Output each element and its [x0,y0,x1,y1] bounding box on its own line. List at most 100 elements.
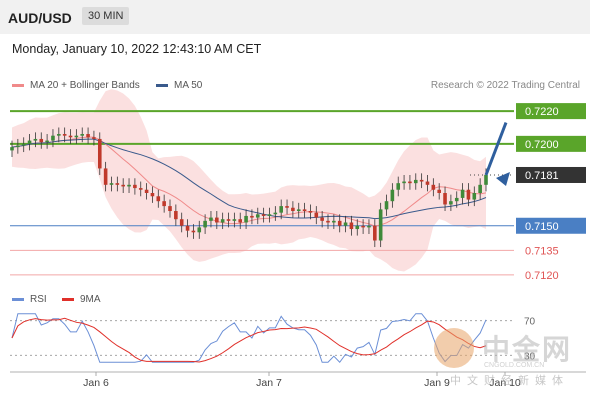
level-label-3: 0.7150 [525,221,559,233]
candle-body [162,201,166,207]
level-label-4: 0.7135 [525,245,559,257]
candle-body [378,209,383,241]
candle-body [86,134,90,138]
rsi-label: RSI [30,294,47,305]
level-box-2 [516,166,586,183]
credit-label: Research © 2022 Trading Central [430,80,580,91]
candle-body [27,140,32,144]
candle-body [478,184,482,193]
candle-body [255,214,260,218]
candle-body [413,179,418,184]
symbol-label: AUD/USD [8,10,72,26]
candle-body [179,219,184,226]
legend-9ma: 9MA [62,294,101,305]
ma20-line [11,136,487,227]
candle-body [33,138,38,141]
candle-body [337,220,342,226]
candle-body [156,196,161,202]
rsi-label-30: 30 [524,351,536,362]
candle-body [197,227,202,233]
candle-body [396,183,401,190]
candle-body [355,225,360,230]
timestamp-label: Monday, January 10, 2022 12:43:10 AM CET [12,42,262,56]
candle-body [314,212,319,218]
legend-ma20: MA 20 + Bollinger Bands [12,80,140,91]
level-label-1: 0.7200 [525,139,559,151]
candle-body [291,207,295,212]
candle-body [384,201,389,210]
level-label-2: 0.7181 [525,170,559,182]
rsi-label-70: 70 [524,317,536,328]
ma50-swatch [156,83,168,87]
candle-body [127,184,131,187]
level-box-3 [516,217,586,234]
rsi-ma9-line [11,317,487,363]
candle-body [10,147,14,151]
rsi-line [11,313,487,364]
candle-body [343,222,348,226]
ma50-line [11,138,487,220]
ma20-label: MA 20 + Bollinger Bands [30,80,140,91]
candle-body [449,201,453,205]
level-box-1 [516,135,586,152]
candle-body [361,225,365,228]
candle-body [267,214,272,216]
candle-body [244,215,248,223]
candle-body [80,134,85,136]
candle-body [215,217,219,223]
candle-body [39,138,44,143]
candle-body [203,220,207,228]
candle-body [296,209,301,212]
candle-body [373,225,377,241]
ma50-label: MA 50 [174,80,203,91]
candle-body [21,143,26,146]
ma9-label: 9MA [80,294,101,305]
candle-body [250,215,254,218]
projection-arrow-head [496,172,510,186]
candle-body [74,135,79,138]
watermark: 中金网 CNGOLD.COM.CN 中文财经新媒体 [430,326,580,387]
candle-body [209,217,213,221]
candle-body [174,211,178,220]
candle-body [349,222,354,230]
candle-body [238,219,243,223]
candle-body [320,217,324,221]
watermark-logo-icon [434,328,474,368]
level-label-5: 0.7120 [525,270,559,282]
watermark-url: CNGOLD.COM.CN [484,362,545,369]
candle-body [185,225,190,231]
candle-body [168,206,172,212]
candle-body [285,206,289,208]
candle-body [431,184,436,190]
candle-body [460,189,465,198]
candle-body [62,134,67,136]
x-tick-label-1: Jan 7 [256,377,282,389]
candle-body [332,220,336,223]
x-tick-label-3: Jan 10 [489,377,521,389]
watermark-subtitle: 中文财经新媒体 [450,374,569,387]
candle-body [92,137,96,139]
candle-body [68,135,73,138]
rsi-swatch [12,297,24,301]
timeframe-button[interactable]: 30 MIN [82,7,130,25]
candle-body [367,225,371,228]
candle-body [261,214,266,216]
candle-body [133,184,137,189]
level-box-0 [516,103,586,120]
candle-body [419,179,424,182]
candle-body [273,212,278,215]
candle-body [144,189,149,193]
candle-body [138,188,143,190]
candle-body [302,209,307,212]
candle-body [226,219,231,221]
candle-body [279,206,283,213]
candle-body [121,184,125,187]
candle-body [408,181,412,184]
level-label-0: 0.7220 [525,106,559,118]
candle-body [150,193,155,197]
candle-body [16,145,20,148]
candle-body [103,168,108,185]
candle-body [472,193,477,200]
x-tick-label-0: Jan 6 [83,377,109,389]
